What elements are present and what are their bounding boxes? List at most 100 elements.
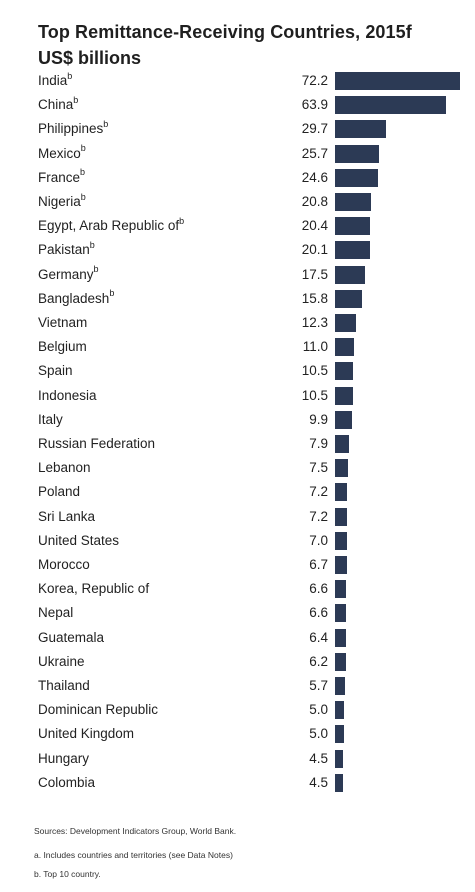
value-label: 6.4 — [309, 629, 328, 645]
bar — [335, 773, 343, 792]
category-label: Hungary — [38, 749, 89, 769]
bar — [335, 459, 348, 478]
category-label-text: Italy — [38, 411, 63, 427]
value-label: 25.7 — [301, 145, 328, 161]
category-label: Ukraine — [38, 652, 85, 672]
bar — [335, 217, 370, 236]
value-label: 6.7 — [309, 557, 328, 572]
bar — [335, 144, 379, 163]
bar — [335, 701, 344, 720]
category-label: Italy — [38, 410, 63, 430]
value-label: 5.0 — [309, 702, 328, 718]
category-label-text: Guatemala — [38, 629, 105, 645]
category-label-text: Vietnam — [38, 315, 88, 330]
category-label: Morocco — [38, 555, 90, 575]
category-label-text: Indonesia — [38, 387, 97, 403]
bar — [335, 314, 356, 332]
top10-marker: b — [80, 191, 86, 202]
category-label: Korea, Republic of — [38, 579, 149, 599]
category-label: Chinab — [38, 95, 78, 115]
category-label: United States — [38, 531, 119, 551]
value-label: 7.5 — [309, 460, 328, 476]
value-label: 4.5 — [309, 750, 328, 766]
bar — [335, 435, 349, 453]
category-label: Pakistanb — [38, 240, 95, 260]
bar — [335, 749, 343, 768]
bar — [335, 410, 352, 429]
bar — [335, 193, 371, 211]
value-label: 29.7 — [301, 121, 328, 137]
top10-marker: b — [73, 94, 79, 105]
top10-marker: b — [103, 118, 109, 129]
value-label: 10.5 — [301, 363, 328, 379]
value-label: 12.3 — [301, 315, 328, 330]
category-label: Indonesia — [38, 386, 97, 406]
category-label-text: Pakistan — [38, 242, 90, 258]
category-label: Guatemala — [38, 628, 104, 648]
value-label: 5.7 — [309, 678, 328, 693]
chart-subtitle: US$ billions — [38, 48, 142, 68]
value-label: 4.5 — [309, 774, 328, 790]
category-label-text: India — [38, 73, 68, 88]
footnote-a: a. Includes countries and territories (s… — [34, 850, 233, 860]
category-label-text: Bangladesh — [38, 290, 110, 306]
category-label: Lebanon — [38, 458, 91, 478]
bar — [335, 580, 346, 599]
category-label-text: Colombia — [38, 774, 96, 790]
category-label: Spain — [38, 361, 73, 381]
category-label: Nepal — [38, 603, 73, 623]
value-label: 7.0 — [309, 532, 328, 548]
value-label: 11.0 — [302, 339, 328, 355]
value-label: 17.5 — [301, 266, 328, 282]
bar — [335, 604, 346, 623]
category-label-text: Hungary — [38, 750, 90, 766]
value-label: 7.2 — [309, 508, 328, 524]
category-label: Russian Federation — [38, 434, 155, 454]
category-label: Philippinesb — [38, 119, 108, 139]
bar — [335, 386, 353, 405]
value-label: 20.8 — [301, 194, 328, 209]
bar — [335, 483, 347, 502]
value-label: 9.9 — [309, 411, 328, 427]
category-label: Vietnam — [38, 313, 87, 333]
category-label-text: Sri Lanka — [38, 508, 96, 524]
top10-marker: b — [109, 288, 115, 299]
category-label: Sri Lanka — [38, 507, 95, 527]
bar — [335, 338, 354, 357]
category-label-text: Morocco — [38, 557, 90, 572]
category-label-text: Egypt, Arab Republic of — [38, 218, 180, 234]
top10-marker: b — [89, 239, 95, 250]
value-label: 6.2 — [309, 653, 328, 669]
chart-title: Top Remittance-Receiving Countries, 2015… — [38, 22, 412, 42]
value-label: 6.6 — [309, 605, 328, 621]
bar — [335, 507, 347, 526]
value-label: 72.2 — [301, 73, 328, 88]
bar — [335, 362, 353, 381]
bar — [335, 652, 346, 671]
top10-marker: b — [80, 143, 86, 154]
category-label: Germanyb — [38, 265, 99, 285]
bar — [335, 265, 365, 284]
value-label: 7.2 — [309, 484, 328, 500]
category-label-text: Thailand — [38, 678, 90, 693]
value-label: 24.6 — [301, 169, 328, 185]
bar — [335, 72, 460, 90]
category-label: Poland — [38, 482, 80, 502]
category-label-text: Russian Federation — [38, 436, 156, 451]
top10-marker: b — [93, 264, 99, 275]
category-label: Belgium — [38, 337, 87, 357]
footnote-b: b. Top 10 country. — [34, 869, 101, 879]
bar — [335, 241, 370, 260]
value-label: 5.0 — [309, 726, 328, 742]
category-label: Indiab — [38, 71, 72, 91]
category-label: Egypt, Arab Republic ofb — [38, 216, 184, 236]
value-label: 20.4 — [301, 218, 328, 234]
category-label: Mexicob — [38, 144, 86, 164]
category-label: Colombia — [38, 773, 95, 793]
category-label-text: Belgium — [38, 339, 87, 355]
category-label-text: France — [38, 169, 81, 185]
category-label-text: China — [38, 97, 74, 113]
top10-marker: b — [179, 215, 185, 226]
category-label-text: Philippines — [38, 121, 104, 137]
